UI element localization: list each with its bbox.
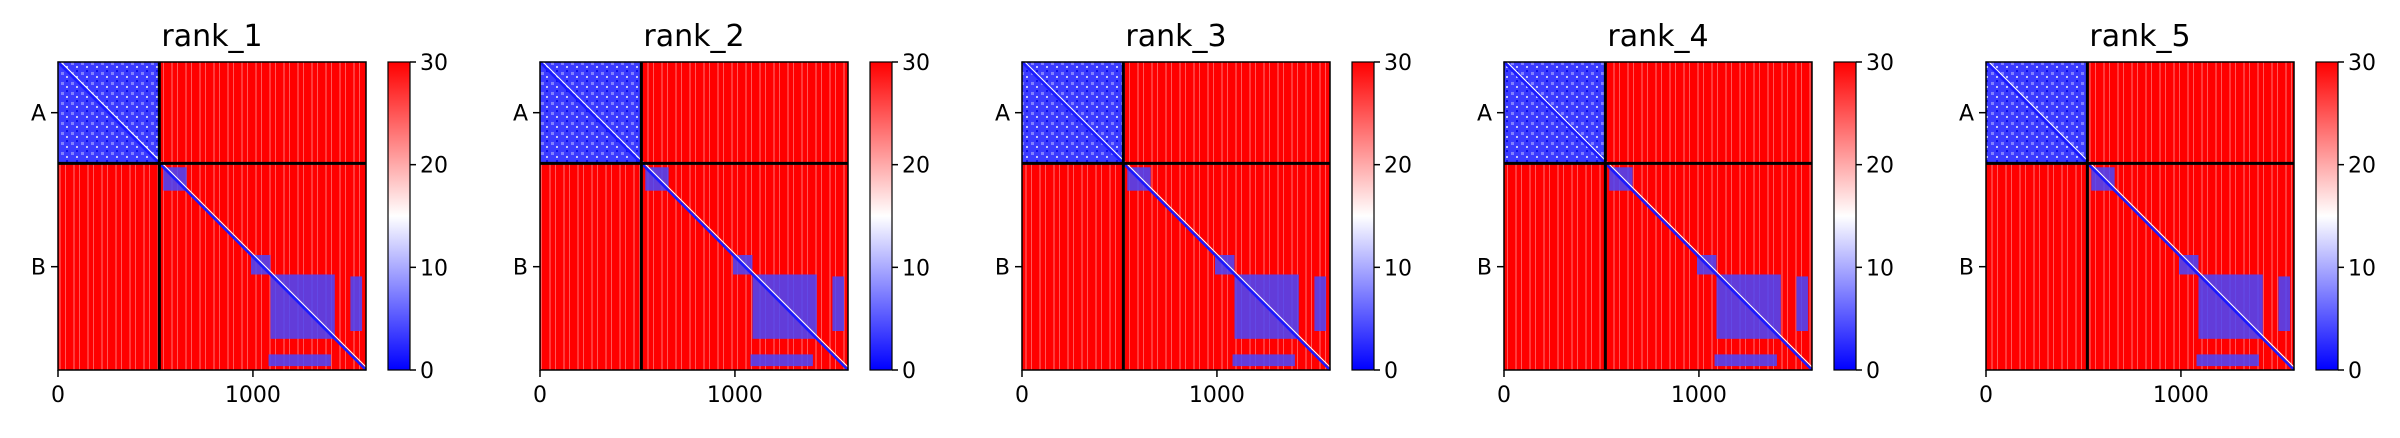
heatmap-block: [1796, 276, 1809, 332]
heatmap-frame: [57, 61, 367, 371]
x-tick-label: 0: [533, 383, 547, 408]
colorbar: [1351, 61, 1375, 371]
panel-1: rank_1 A B 0 1000 0 10 20 30: [31, 19, 448, 408]
heatmap-diagonal-edge: [1988, 61, 2295, 368]
colorbar-tick-label: 0: [1866, 359, 1880, 384]
colorbar-tick-label: 20: [2348, 154, 2376, 179]
y-tick-label: B: [995, 256, 1010, 281]
heatmap-diagonal-edge: [1506, 61, 1813, 368]
heatmap-diagonal-edge: [1024, 61, 1331, 368]
heatmap-diagonal: [57, 61, 367, 371]
y-tick-label: B: [31, 256, 46, 281]
heatmap-block: [350, 276, 363, 332]
colorbar-tick-label: 0: [2348, 359, 2362, 384]
panel-3: rank_3 A B 0 1000 0 10 20 30: [995, 19, 1412, 408]
colorbar: [869, 61, 893, 371]
colorbar: [2315, 61, 2339, 371]
y-tick-label: A: [1959, 102, 1974, 127]
colorbar-tick-label: 30: [1384, 51, 1412, 76]
heatmap-frame: [1985, 61, 2295, 371]
panel-2: rank_2 A B 0 1000 0 10 20 30: [513, 19, 930, 408]
panel-title: rank_4: [1607, 19, 1708, 54]
colorbar-tick-label: 20: [1384, 154, 1412, 179]
x-tick-label: 0: [1015, 383, 1029, 408]
colorbar-tick-label: 10: [1866, 256, 1894, 281]
heatmap-diagonal-edge: [542, 61, 849, 368]
panel-5: rank_5 A B 0 1000 0 10 20 30: [1959, 19, 2376, 408]
colorbar-tick-label: 0: [1384, 359, 1398, 384]
heatmap-frame: [539, 61, 849, 371]
heatmap-block: [268, 354, 331, 367]
colorbar-tick-label: 20: [1866, 154, 1894, 179]
colorbar-tick-label: 30: [2348, 51, 2376, 76]
y-tick-label: B: [513, 256, 528, 281]
colorbar: [1833, 61, 1857, 371]
y-tick-label: B: [1959, 256, 1974, 281]
heatmap-diagonal: [1021, 61, 1331, 371]
panel-title: rank_3: [1125, 19, 1226, 54]
colorbar-tick-label: 30: [902, 51, 930, 76]
panel-title: rank_5: [2089, 19, 2190, 54]
x-tick-label: 1000: [1671, 383, 1727, 408]
colorbar-tick-label: 20: [420, 154, 448, 179]
colorbar-tick-label: 30: [1866, 51, 1894, 76]
colorbar-tick-label: 10: [2348, 256, 2376, 281]
heatmap-block: [1314, 276, 1327, 332]
x-tick-label: 1000: [707, 383, 763, 408]
heatmap-block: [832, 276, 845, 332]
heatmap-block: [2278, 276, 2291, 332]
x-tick-label: 0: [51, 383, 65, 408]
y-tick-label: A: [513, 102, 528, 127]
heatmap-block: [2196, 354, 2259, 367]
x-tick-label: 1000: [225, 383, 281, 408]
colorbar-tick-label: 0: [902, 359, 916, 384]
heatmap-block: [1714, 354, 1777, 367]
heatmap-diagonal: [539, 61, 849, 371]
heatmap-frame: [1021, 61, 1331, 371]
colorbar-tick-label: 10: [420, 256, 448, 281]
colorbar-tick-label: 20: [902, 154, 930, 179]
heatmap-diagonal: [1503, 61, 1813, 371]
x-tick-label: 0: [1497, 383, 1511, 408]
y-tick-label: A: [995, 102, 1010, 127]
colorbar-tick-label: 0: [420, 359, 434, 384]
colorbar-tick-label: 30: [420, 51, 448, 76]
y-tick-label: B: [1477, 256, 1492, 281]
y-tick-label: A: [31, 102, 46, 127]
colorbar-tick-label: 10: [902, 256, 930, 281]
panel-title: rank_1: [161, 19, 262, 54]
panel-4: rank_4 A B 0 1000 0 10 20 30: [1477, 19, 1894, 408]
heatmap-block: [750, 354, 813, 367]
x-tick-label: 0: [1979, 383, 1993, 408]
panel-title: rank_2: [643, 19, 744, 54]
x-tick-label: 1000: [2153, 383, 2209, 408]
y-tick-label: A: [1477, 102, 1492, 127]
colorbar-tick-label: 10: [1384, 256, 1412, 281]
heatmap-diagonal: [1985, 61, 2295, 371]
colorbar: [387, 61, 411, 371]
heatmap-block: [1232, 354, 1295, 367]
heatmap-diagonal-edge: [60, 61, 367, 368]
x-tick-label: 1000: [1189, 383, 1245, 408]
heatmap-frame: [1503, 61, 1813, 371]
